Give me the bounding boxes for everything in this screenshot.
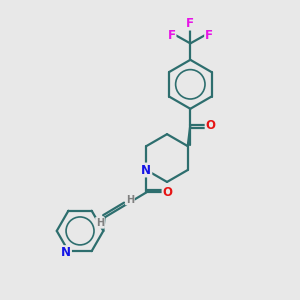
Text: F: F — [186, 16, 194, 30]
Text: H: H — [126, 195, 134, 205]
Text: F: F — [205, 28, 213, 41]
Text: O: O — [163, 186, 172, 199]
Text: O: O — [206, 119, 216, 132]
Text: N: N — [61, 246, 71, 259]
Text: N: N — [141, 164, 151, 176]
Text: F: F — [167, 28, 175, 41]
Text: H: H — [96, 218, 104, 228]
